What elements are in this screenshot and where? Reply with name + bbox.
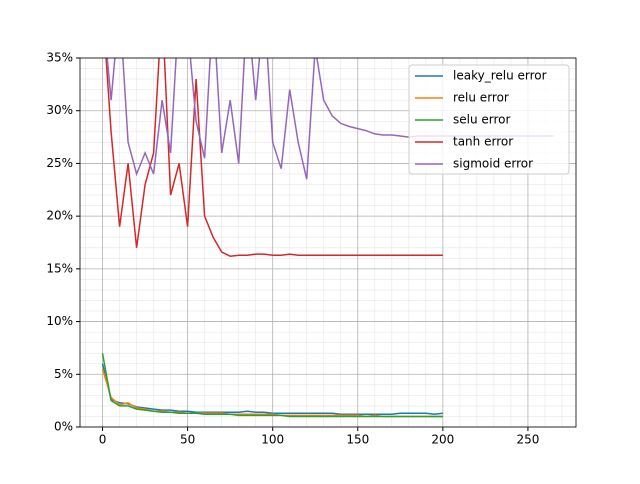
- y-tick-label: 5%: [54, 367, 73, 381]
- y-tick-label: 20%: [46, 209, 73, 223]
- x-tick-label: 150: [346, 433, 369, 447]
- legend-label: sigmoid error: [453, 157, 533, 171]
- x-tick-label: 50: [180, 433, 195, 447]
- axes-frame: [79, 57, 577, 428]
- data-line: [101, 353, 443, 418]
- y-tick-label: 0%: [54, 420, 73, 434]
- x-tick-label: 100: [261, 433, 284, 447]
- x-tick-label: 200: [431, 433, 454, 447]
- y-tick-label: 25%: [46, 156, 73, 170]
- y-tick-label: 35%: [46, 51, 73, 65]
- x-tick-label: 0: [99, 433, 107, 447]
- legend-label: relu error: [453, 91, 509, 105]
- legend-label: tanh error: [453, 135, 513, 149]
- legend-box: [408, 64, 570, 175]
- y-tick-label: 10%: [46, 314, 73, 328]
- legend-label: leaky_relu error: [453, 69, 547, 83]
- x-tick-label: 250: [516, 433, 539, 447]
- data-line: [105, 58, 443, 257]
- legend-label: selu error: [453, 113, 511, 127]
- y-tick-label: 30%: [46, 103, 73, 117]
- data-line: [101, 363, 443, 416]
- y-tick-label: 15%: [46, 261, 73, 275]
